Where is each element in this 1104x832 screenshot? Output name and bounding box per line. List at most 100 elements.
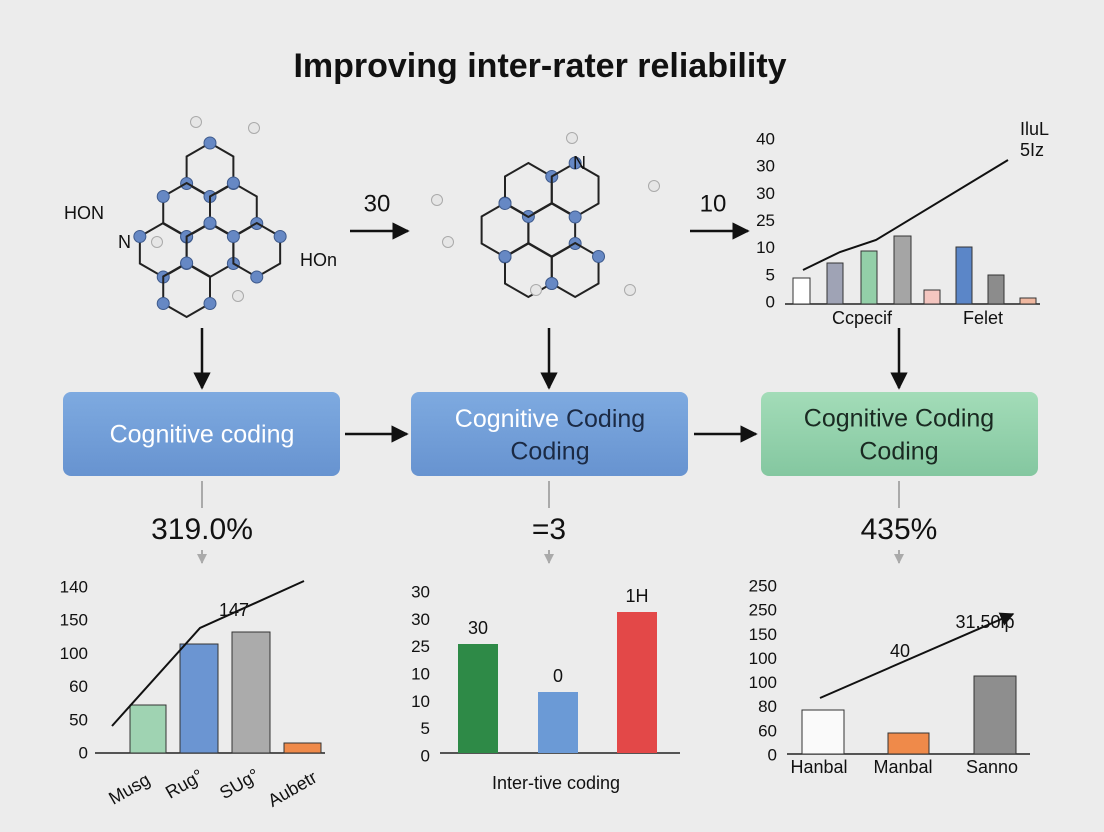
tick-label: 150: [749, 625, 777, 644]
ring: [527, 201, 577, 259]
bar: [973, 675, 1017, 755]
bar: [458, 644, 498, 753]
bar: [231, 631, 271, 754]
tick-label: 10: [411, 692, 430, 711]
tick-label: 140: [60, 577, 88, 596]
chart-label: 1H: [625, 586, 648, 606]
box-text: Cognitive Coding: [804, 405, 994, 433]
category-label: Musg: [105, 769, 153, 808]
atom: [133, 230, 147, 243]
tick-label: 60: [758, 721, 777, 740]
step-box: [761, 392, 1038, 476]
atom: [180, 256, 194, 270]
tick-label: 150: [60, 611, 88, 630]
atom: [203, 136, 217, 150]
bar: [893, 235, 912, 305]
atom: [648, 180, 660, 192]
bar: [283, 742, 322, 754]
ring: [550, 241, 600, 299]
chart-top: IluL 5Iz Ccpecif Felet: [785, 119, 1049, 328]
atom: [248, 122, 260, 134]
bar: [801, 709, 845, 755]
atom-label: N: [573, 153, 586, 173]
category-label: Sanno: [966, 757, 1018, 777]
chart-label: 40: [890, 641, 910, 661]
category-label: Manbal: [873, 757, 932, 777]
category-label: Ccpecif: [832, 308, 893, 328]
category-label: Hanbal: [790, 757, 847, 777]
tick-label: 30: [411, 610, 430, 629]
metric: 319.0%: [151, 513, 253, 546]
chart-label: IluL: [1020, 119, 1049, 139]
atom: [568, 156, 582, 170]
trend-line: [111, 580, 305, 727]
bar: [860, 250, 878, 305]
category-label: Felet: [963, 308, 1003, 328]
atom: [530, 284, 542, 296]
tick-label: 0: [766, 292, 775, 311]
chart-label: 0: [553, 666, 563, 686]
tick-label: 50: [69, 710, 88, 729]
bar: [129, 704, 167, 754]
molecules: [133, 116, 660, 319]
tick-label: 30: [756, 157, 775, 176]
atom: [566, 132, 578, 144]
bar: [955, 246, 973, 305]
tick-label: 5: [421, 719, 430, 738]
bar: [792, 277, 811, 305]
step-box: [411, 392, 688, 476]
box-text: Coding: [859, 438, 938, 466]
tick-label: 10: [756, 238, 775, 257]
atom: [545, 277, 559, 290]
tick-label: 40: [756, 129, 775, 148]
ring: [480, 201, 530, 259]
tick-label: 10: [411, 664, 430, 683]
trend-line: [802, 159, 1009, 271]
tick-label: 5: [766, 265, 775, 284]
axis-label: Inter-tive coding: [492, 773, 620, 793]
atom-label: HON: [64, 203, 104, 223]
atom: [592, 250, 606, 263]
ring: [162, 181, 211, 239]
ring: [209, 181, 258, 239]
bar: [617, 612, 657, 753]
chart-bottom-left: 147: [95, 580, 325, 754]
atom: [568, 210, 582, 224]
arrow-label: 30: [364, 190, 391, 217]
chart-label: 31,50lp: [955, 612, 1014, 632]
arrow-label: 10: [700, 190, 727, 217]
atom: [190, 116, 202, 128]
ring: [504, 161, 553, 219]
bar: [1019, 297, 1037, 305]
tick-label: 0: [79, 743, 88, 762]
ring: [504, 241, 553, 299]
category-label: SUg°: [216, 765, 263, 803]
atom: [273, 230, 287, 243]
atom: [442, 236, 454, 248]
tick-label: 0: [421, 746, 430, 765]
chart-bottom-middle: 30 0 1H Inter-tive coding: [440, 586, 680, 793]
atom: [226, 230, 240, 243]
atom-label: HOn: [300, 250, 337, 270]
ring: [162, 261, 211, 319]
ring: [138, 221, 188, 279]
atom: [232, 290, 244, 302]
atom: [624, 284, 636, 296]
chart-label: 5Iz: [1020, 140, 1044, 160]
tick-label: 60: [69, 677, 88, 696]
tick-label: 0: [768, 745, 777, 764]
metric: =3: [532, 513, 566, 546]
bar: [826, 262, 844, 305]
atom: [156, 190, 170, 203]
tick-label: 80: [758, 697, 777, 716]
tick-label: 100: [60, 644, 88, 663]
atom: [498, 197, 512, 210]
tick-label: 30: [756, 184, 775, 203]
step-box: [63, 392, 340, 476]
atom: [203, 297, 217, 310]
title: Improving inter-rater reliability: [293, 47, 786, 85]
atom: [203, 216, 217, 230]
atom-label: N: [118, 232, 131, 252]
ring: [185, 141, 235, 199]
